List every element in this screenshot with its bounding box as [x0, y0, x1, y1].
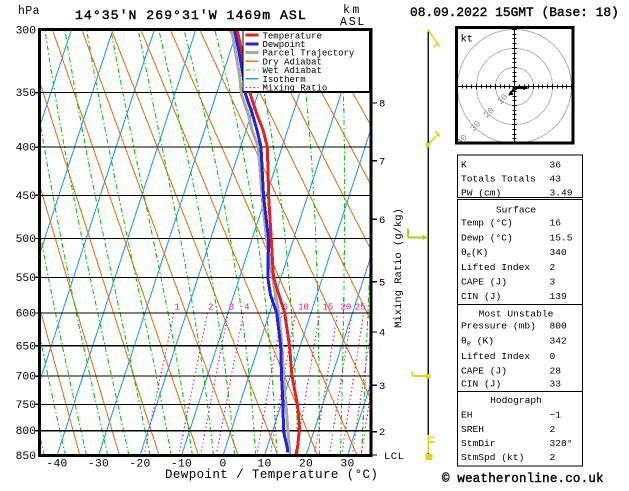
svg-text:Dewpoint / Temperature (°C): Dewpoint / Temperature (°C)	[165, 468, 378, 482]
svg-text:15: 15	[323, 303, 334, 313]
svg-text:850: 850	[16, 451, 37, 463]
svg-text:28: 28	[550, 365, 562, 376]
svg-text:139: 139	[550, 291, 568, 302]
svg-text:10: 10	[257, 459, 271, 471]
svg-text:33: 33	[550, 378, 562, 389]
svg-text:328°: 328°	[550, 438, 573, 449]
svg-text:600: 600	[16, 309, 37, 321]
svg-text:-30: -30	[88, 459, 109, 471]
svg-text:3.49: 3.49	[550, 187, 573, 198]
svg-text:650: 650	[16, 341, 37, 353]
svg-text:14°35'N 269°31'W 1469m ASL: 14°35'N 269°31'W 1469m ASL	[75, 8, 307, 23]
svg-text:4: 4	[379, 328, 385, 340]
svg-text:2: 2	[379, 427, 385, 439]
svg-text:Dewp (°C): Dewp (°C)	[461, 232, 513, 243]
svg-text:Dewpoint: Dewpoint	[263, 40, 306, 50]
svg-text:7: 7	[379, 156, 385, 168]
svg-text:550: 550	[16, 273, 37, 285]
svg-text:Parcel Trajectory: Parcel Trajectory	[263, 49, 355, 59]
svg-text:5: 5	[379, 277, 385, 289]
svg-text:20: 20	[341, 303, 352, 313]
svg-text:25: 25	[355, 303, 366, 313]
svg-text:08.09.2022 15GMT (Base: 18): 08.09.2022 15GMT (Base: 18)	[410, 5, 619, 20]
svg-text:© weatheronline.co.uk: © weatheronline.co.uk	[442, 472, 604, 486]
svg-text:Temp (°C): Temp (°C)	[461, 217, 513, 228]
svg-text:hPa: hPa	[18, 5, 40, 18]
svg-text:30: 30	[340, 459, 354, 471]
svg-text:km: km	[343, 4, 362, 17]
svg-text:1: 1	[174, 303, 179, 313]
svg-text:kt: kt	[461, 34, 474, 46]
svg-text:750: 750	[16, 400, 37, 412]
svg-text:Totals Totals: Totals Totals	[461, 173, 536, 184]
svg-text:2: 2	[550, 452, 556, 463]
svg-text:10: 10	[298, 303, 309, 313]
svg-text:3: 3	[229, 303, 234, 313]
svg-text:StmSpd (kt): StmSpd (kt)	[461, 452, 524, 463]
svg-text:PW (cm): PW (cm)	[461, 187, 501, 198]
svg-text:700: 700	[16, 372, 37, 384]
svg-text:20: 20	[299, 459, 313, 471]
svg-text:Lifted Index: Lifted Index	[461, 262, 530, 273]
svg-text:3: 3	[379, 381, 385, 393]
svg-text:2: 2	[550, 424, 556, 435]
svg-text:500: 500	[16, 234, 37, 246]
svg-text:CIN (J): CIN (J)	[461, 291, 501, 302]
svg-text:CAPE (J): CAPE (J)	[461, 276, 507, 287]
svg-text:43: 43	[550, 173, 562, 184]
svg-text:3: 3	[550, 276, 556, 287]
svg-text:350: 350	[16, 88, 37, 100]
svg-text:Surface: Surface	[496, 204, 537, 215]
svg-text:Lifted Index: Lifted Index	[461, 351, 530, 362]
svg-text:800: 800	[550, 320, 568, 331]
svg-text:ASL: ASL	[340, 16, 366, 29]
svg-text:2: 2	[208, 303, 213, 313]
svg-text:CIN (J): CIN (J)	[461, 378, 501, 389]
svg-text:800: 800	[16, 426, 37, 438]
svg-text:EH: EH	[461, 409, 473, 420]
svg-text:-10: -10	[171, 459, 192, 471]
svg-text:0: 0	[219, 459, 226, 471]
svg-text:6: 6	[379, 215, 385, 227]
svg-text:8: 8	[379, 99, 385, 111]
svg-text:300: 300	[16, 26, 37, 38]
svg-text:Mixing Ratio: Mixing Ratio	[263, 84, 328, 94]
svg-text:36: 36	[550, 159, 562, 170]
svg-text:342: 342	[550, 335, 568, 346]
svg-text:Dry Adiabat: Dry Adiabat	[263, 58, 322, 68]
svg-text:40: 40	[455, 133, 470, 148]
svg-text:340: 340	[550, 247, 568, 258]
svg-text:-20: -20	[129, 459, 150, 471]
svg-text:4: 4	[244, 303, 249, 313]
svg-text:2: 2	[550, 262, 556, 273]
svg-text:Most Unstable: Most Unstable	[479, 308, 554, 319]
svg-text:Hodograph: Hodograph	[490, 395, 542, 406]
svg-text:450: 450	[16, 191, 37, 203]
svg-text:LCL: LCL	[384, 451, 404, 463]
svg-text:400: 400	[16, 143, 37, 155]
svg-text:StmDir: StmDir	[461, 438, 496, 449]
svg-text:15.5: 15.5	[550, 232, 573, 243]
svg-text:0: 0	[550, 351, 556, 362]
svg-text:Isotherm: Isotherm	[263, 75, 306, 85]
svg-text:CAPE (J): CAPE (J)	[461, 365, 507, 376]
svg-text:Pressure (mb): Pressure (mb)	[461, 320, 536, 331]
svg-text:Temperature: Temperature	[263, 31, 322, 41]
svg-text:K: K	[461, 159, 467, 170]
svg-text:-40: -40	[46, 459, 67, 471]
svg-text:16: 16	[550, 217, 562, 228]
svg-text:−1: −1	[550, 409, 562, 420]
svg-text:Mixing Ratio (g/kg): Mixing Ratio (g/kg)	[393, 208, 405, 328]
svg-text:Wet Adiabat: Wet Adiabat	[263, 66, 322, 76]
svg-text:6: 6	[283, 303, 288, 313]
svg-text:SREH: SREH	[461, 424, 484, 435]
